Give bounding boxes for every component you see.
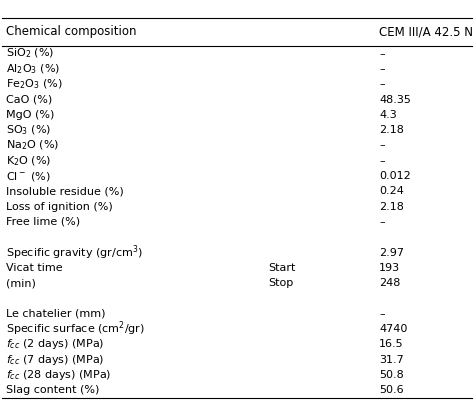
Text: Cl$^-$ (%): Cl$^-$ (%): [6, 170, 50, 182]
Text: CaO (%): CaO (%): [6, 94, 52, 104]
Text: 50.6: 50.6: [379, 385, 404, 395]
Text: Chemical composition: Chemical composition: [6, 26, 136, 38]
Text: SiO$_2$ (%): SiO$_2$ (%): [6, 47, 54, 60]
Text: Start: Start: [268, 263, 295, 273]
Text: Le chatelier (mm): Le chatelier (mm): [6, 309, 105, 319]
Text: Free lime (%): Free lime (%): [6, 217, 80, 227]
Text: –: –: [379, 49, 385, 59]
Text: –: –: [379, 217, 385, 227]
Text: 0.012: 0.012: [379, 171, 411, 181]
Text: MgO (%): MgO (%): [6, 110, 54, 120]
Text: Specific gravity (gr/cm$^3$): Specific gravity (gr/cm$^3$): [6, 243, 143, 262]
Text: 50.8: 50.8: [379, 370, 404, 380]
Text: 31.7: 31.7: [379, 355, 404, 365]
Text: 248: 248: [379, 278, 401, 288]
Text: K$_2$O (%): K$_2$O (%): [6, 154, 51, 168]
Text: 48.35: 48.35: [379, 94, 411, 104]
Text: –: –: [379, 309, 385, 319]
Text: Loss of ignition (%): Loss of ignition (%): [6, 202, 112, 212]
Text: –: –: [379, 140, 385, 150]
Text: –: –: [379, 156, 385, 166]
Text: 2.18: 2.18: [379, 125, 404, 135]
Text: $f_{cc}$ (7 days) (MPa): $f_{cc}$ (7 days) (MPa): [6, 353, 104, 367]
Text: 16.5: 16.5: [379, 340, 404, 350]
Text: (min): (min): [6, 278, 36, 288]
Text: SO$_3$ (%): SO$_3$ (%): [6, 123, 51, 137]
Text: CEM III/A 42.5 N: CEM III/A 42.5 N: [379, 26, 473, 38]
Text: 4.3: 4.3: [379, 110, 397, 120]
Text: Fe$_2$O$_3$ (%): Fe$_2$O$_3$ (%): [6, 78, 62, 91]
Text: 4740: 4740: [379, 324, 408, 334]
Text: 2.97: 2.97: [379, 248, 404, 258]
Text: $f_{cc}$ (28 days) (MPa): $f_{cc}$ (28 days) (MPa): [6, 368, 111, 382]
Text: Slag content (%): Slag content (%): [6, 385, 99, 395]
Text: Stop: Stop: [268, 278, 293, 288]
Text: –: –: [379, 64, 385, 74]
Text: 193: 193: [379, 263, 401, 273]
Text: 2.18: 2.18: [379, 202, 404, 212]
Text: –: –: [379, 79, 385, 89]
Text: 0.24: 0.24: [379, 186, 404, 196]
Text: Al$_2$O$_3$ (%): Al$_2$O$_3$ (%): [6, 62, 60, 76]
Text: Vicat time: Vicat time: [6, 263, 62, 273]
Text: $f_{cc}$ (2 days) (MPa): $f_{cc}$ (2 days) (MPa): [6, 338, 104, 352]
Text: Insoluble residue (%): Insoluble residue (%): [6, 186, 123, 196]
Text: Na$_2$O (%): Na$_2$O (%): [6, 139, 59, 152]
Text: Specific surface (cm$^2$/gr): Specific surface (cm$^2$/gr): [6, 320, 145, 338]
